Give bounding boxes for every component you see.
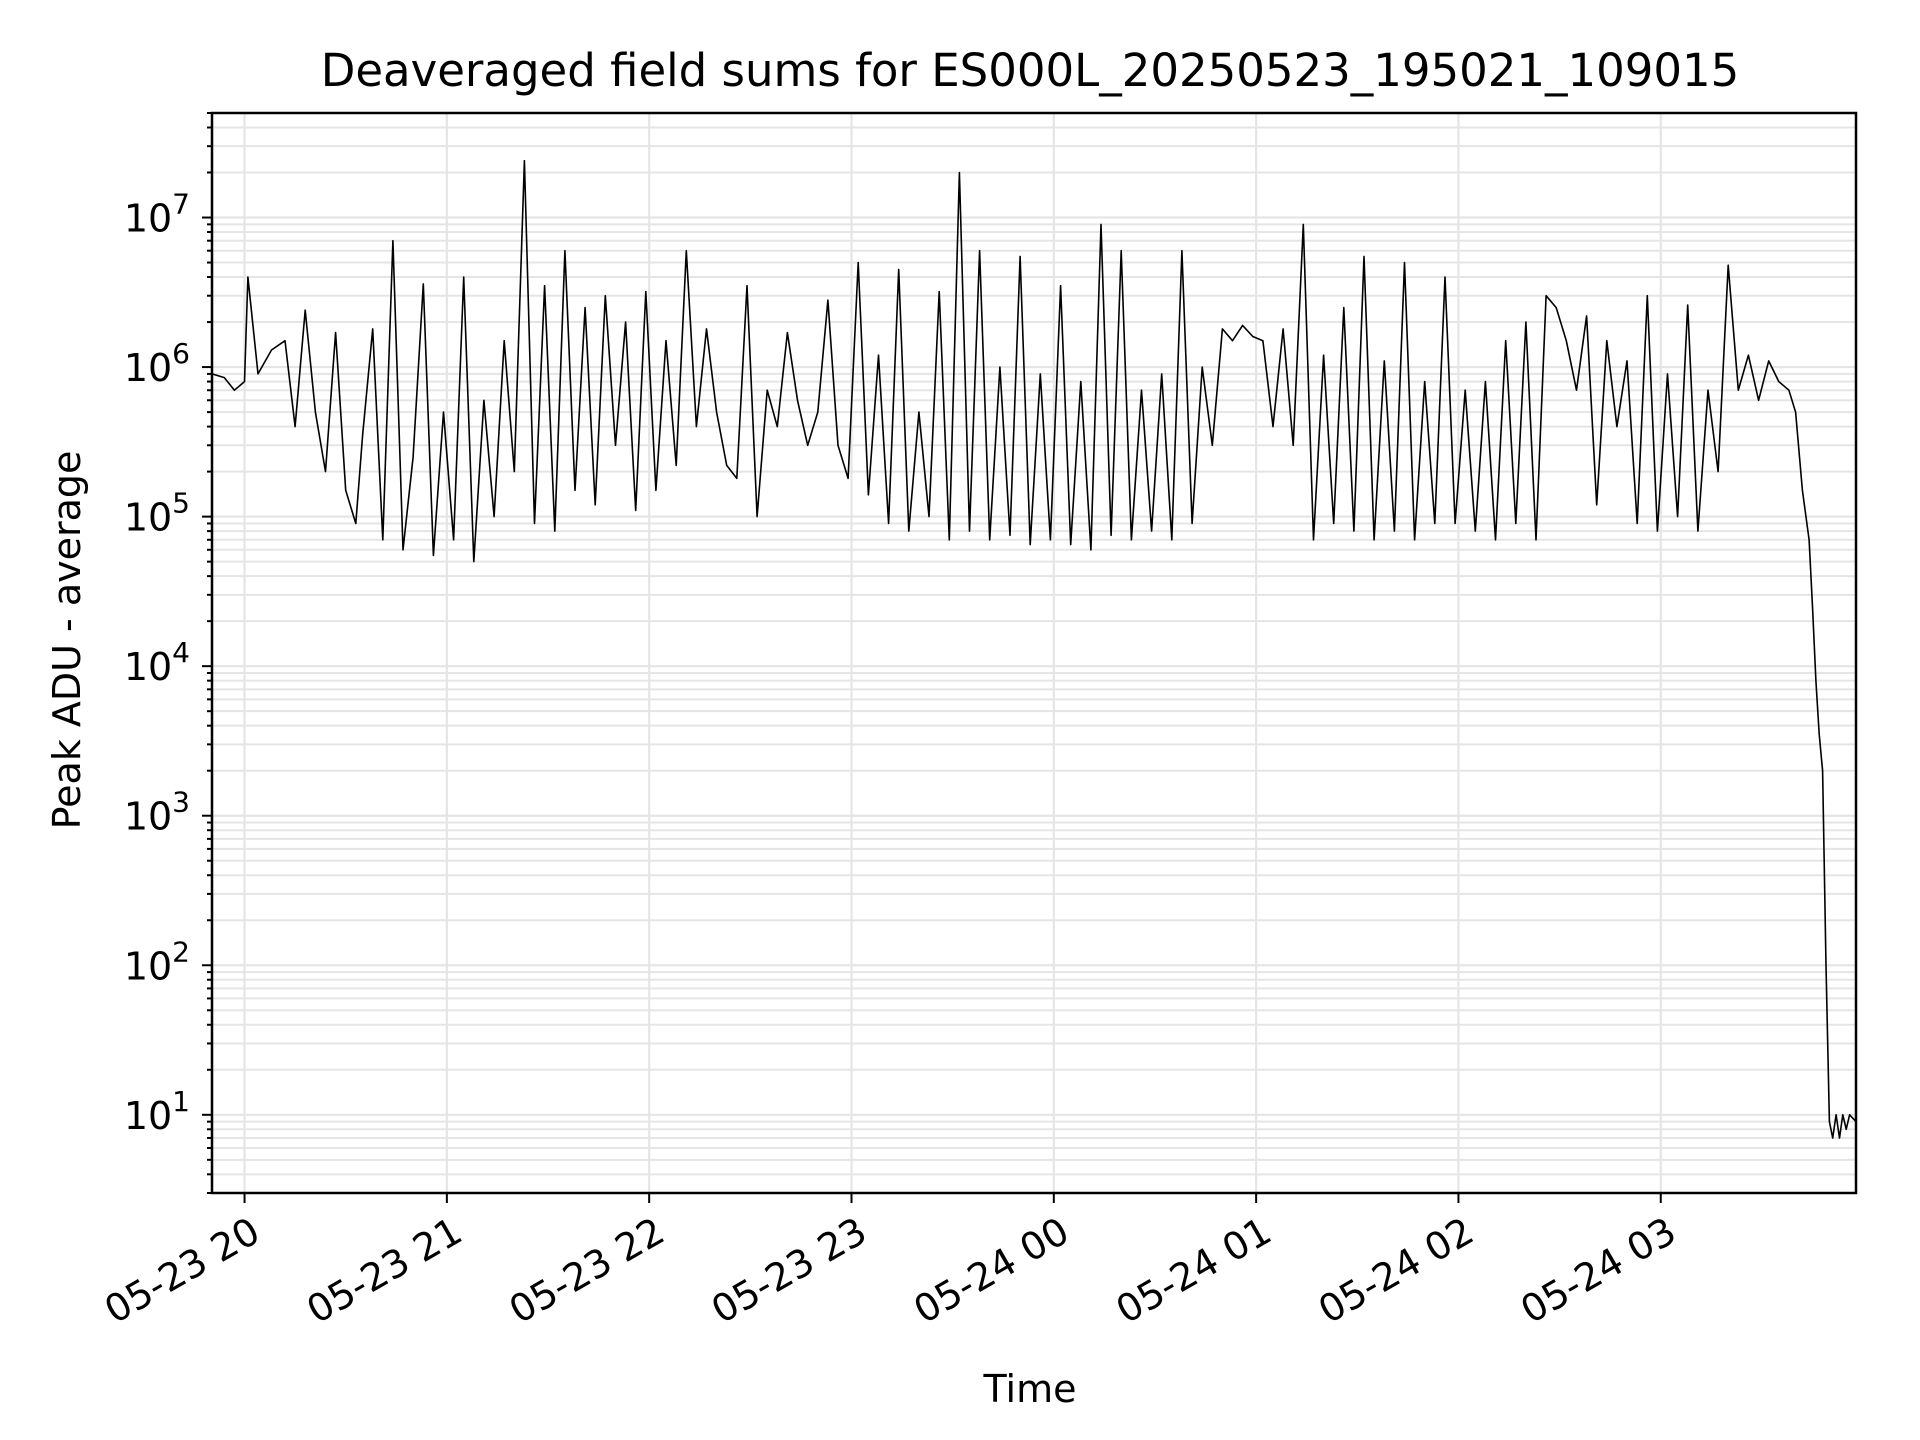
y-tick-label: 103 [124, 786, 190, 839]
y-tick-label: 107 [124, 188, 190, 241]
chart-title: Deaveraged field sums for ES000L_2025052… [321, 44, 1740, 97]
y-axis-title: Peak ADU - average [45, 451, 89, 830]
y-tick-label: 105 [124, 487, 190, 540]
y-tick-label: 101 [124, 1085, 190, 1138]
y-tick-label: 102 [124, 935, 190, 988]
grid-lines [212, 112, 1856, 1194]
data-series [211, 159, 1857, 1139]
x-axis-title: Time [983, 1367, 1077, 1411]
axes-frame [210, 111, 1858, 1195]
y-tick-label: 104 [124, 636, 190, 689]
axis-ticks [202, 112, 1662, 1203]
y-tick-label: 106 [124, 337, 190, 390]
data-series-line [211, 159, 1857, 1139]
